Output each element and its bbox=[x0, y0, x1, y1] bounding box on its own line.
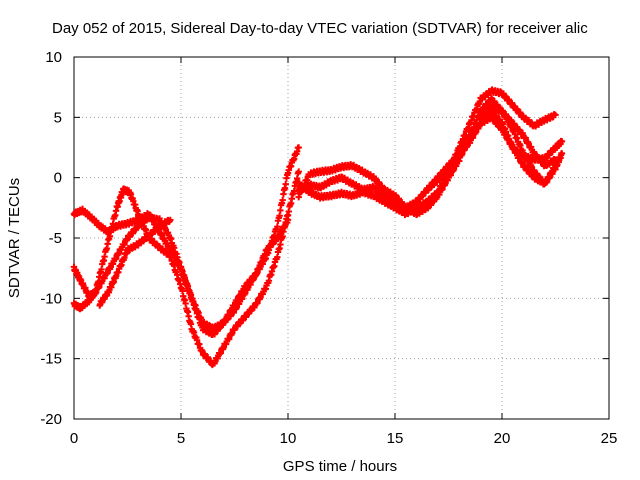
data-series bbox=[96, 216, 174, 309]
data-series bbox=[70, 168, 302, 369]
data-point bbox=[558, 150, 566, 157]
data-series bbox=[295, 106, 559, 219]
y-axis-label: SDTVAR / TECUs bbox=[6, 178, 23, 298]
y-tick-labels: -20 -15 -10 -5 0 5 10 bbox=[40, 49, 62, 428]
data-point bbox=[284, 216, 292, 224]
x-tick-labels: 0 5 10 15 20 25 bbox=[70, 430, 618, 447]
axis-ticks bbox=[73, 56, 610, 420]
y-tick-label: 0 bbox=[54, 170, 62, 187]
data-series bbox=[295, 86, 559, 213]
chart-title: Day 052 of 2015, Sidereal Day-to-day VTE… bbox=[52, 20, 588, 37]
data-point bbox=[282, 180, 289, 188]
x-tick-label: 5 bbox=[177, 430, 185, 447]
y-tick-label: -20 bbox=[40, 411, 62, 428]
data-point bbox=[295, 144, 302, 151]
data-point bbox=[276, 212, 283, 219]
y-tick-label: -5 bbox=[49, 230, 62, 247]
data-point bbox=[274, 223, 281, 230]
x-tick-label: 25 bbox=[601, 430, 618, 447]
x-tick-label: 0 bbox=[70, 430, 78, 447]
y-tick-label: 10 bbox=[45, 49, 62, 66]
data-point bbox=[279, 196, 286, 204]
y-tick-label: 5 bbox=[54, 109, 62, 126]
data-series bbox=[423, 112, 566, 194]
y-tick-label: -10 bbox=[40, 290, 62, 307]
data-series bbox=[477, 103, 566, 188]
data-point bbox=[295, 168, 302, 175]
data-point bbox=[552, 111, 559, 119]
data-point bbox=[167, 216, 174, 224]
data-points bbox=[70, 86, 566, 369]
x-tick-label: 10 bbox=[280, 430, 297, 447]
x-tick-label: 15 bbox=[387, 430, 404, 447]
data-series bbox=[70, 205, 292, 333]
x-axis-label: GPS time / hours bbox=[283, 458, 397, 475]
x-tick-label: 20 bbox=[494, 430, 511, 447]
y-tick-label: -15 bbox=[40, 351, 62, 368]
data-point bbox=[558, 138, 566, 145]
